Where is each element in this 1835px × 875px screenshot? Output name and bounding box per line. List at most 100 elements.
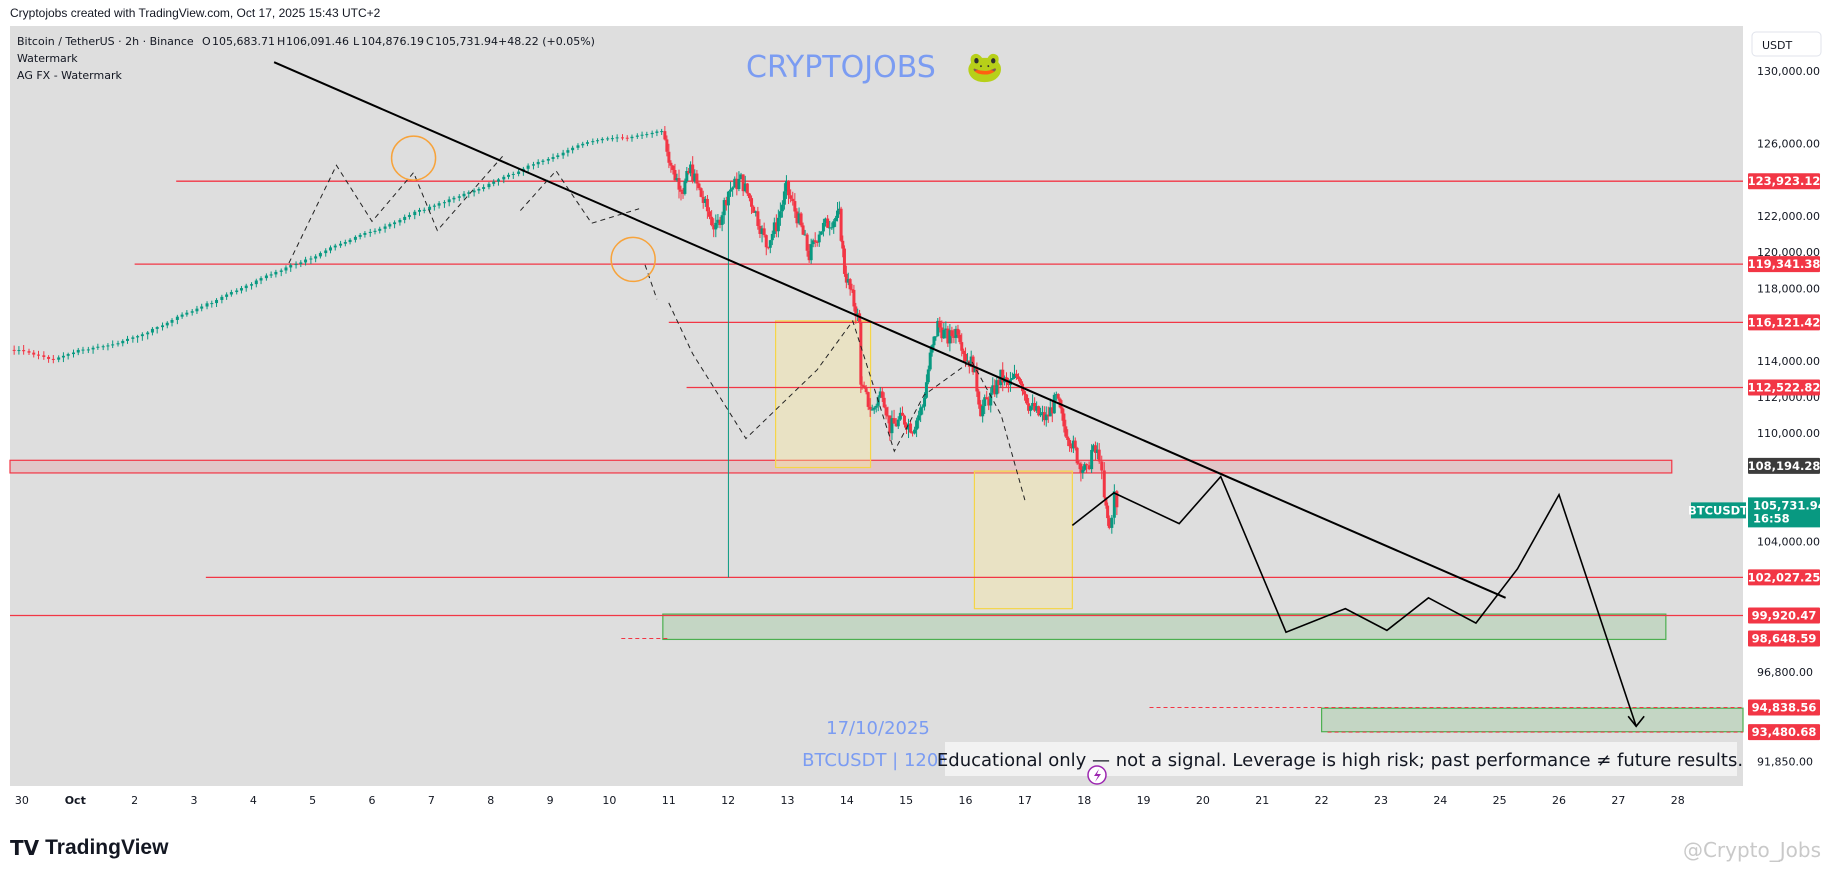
candle (363, 232, 367, 235)
watermark-date: 17/10/2025 (826, 718, 930, 739)
candle (289, 265, 293, 268)
legend-indicator-watermark: Watermark (17, 52, 78, 65)
candle (1079, 463, 1083, 473)
candle (116, 343, 120, 345)
candle (185, 312, 189, 315)
time-tick-label: 12 (721, 794, 735, 807)
candle (985, 397, 989, 400)
candle (91, 347, 95, 350)
time-tick-label: 16 (959, 794, 973, 807)
candle (766, 247, 770, 249)
candle (1054, 394, 1058, 396)
candle (983, 397, 987, 407)
candle (882, 397, 886, 408)
price-tick-label: 110,000.00 (1757, 427, 1820, 440)
price-axis[interactable]: 130,000.00 126,000.00 122,000.00 120,000.00… (1757, 65, 1820, 768)
candle (703, 198, 707, 203)
candle (1005, 377, 1009, 381)
candle (791, 198, 795, 202)
candle (610, 138, 614, 140)
candle (710, 216, 714, 226)
candle (32, 352, 36, 355)
candle (864, 388, 868, 393)
price-level-value: 119,341.38 (1748, 257, 1821, 271)
candle (437, 203, 441, 206)
candle (708, 211, 712, 217)
tradingview-brand[interactable]: TV TradingView (10, 836, 168, 860)
time-tick-label: 26 (1552, 794, 1566, 807)
candle (902, 415, 906, 425)
candle (862, 385, 866, 389)
time-tick-label: 22 (1315, 794, 1329, 807)
price-level-value: 94,838.56 (1752, 700, 1817, 714)
candle (917, 415, 921, 421)
candle (928, 352, 932, 370)
candle (551, 157, 555, 159)
candle (1083, 464, 1087, 470)
time-tick-label: 8 (487, 794, 494, 807)
candle (801, 225, 805, 235)
candle (747, 193, 751, 199)
candle (764, 235, 768, 248)
candle (432, 205, 436, 207)
candle (442, 202, 446, 204)
dashed-path (668, 302, 1026, 501)
candle (645, 134, 649, 136)
candle (675, 178, 679, 181)
candle (66, 354, 70, 356)
candle (892, 418, 896, 424)
red-band-zone (9, 459, 1673, 474)
price-level-value: 108,194.28 (1748, 459, 1821, 473)
candle (872, 407, 876, 410)
candle (797, 213, 801, 224)
price-tick-label: 126,000.00 (1757, 138, 1820, 151)
candle (671, 165, 675, 171)
candle (1092, 445, 1096, 450)
price-tick-label: 114,000.00 (1757, 355, 1820, 368)
price-level-badge (1748, 379, 1820, 396)
candle (714, 222, 718, 230)
candle (787, 180, 791, 196)
candle (269, 274, 273, 276)
candle (650, 132, 654, 135)
price-level-value: 112,522.82 (1748, 380, 1821, 394)
candle (205, 303, 209, 307)
candle (868, 406, 872, 410)
candle (896, 419, 900, 427)
candle (210, 303, 214, 305)
candle (1100, 461, 1104, 471)
price-level-badge (1748, 314, 1820, 331)
candle (244, 285, 248, 289)
candle (866, 392, 870, 407)
candle (1106, 505, 1110, 519)
chart-attribution-header: Cryptojobs created with TradingView.com,… (10, 6, 381, 20)
candle (462, 193, 466, 197)
candle (1107, 518, 1111, 528)
time-tick-label: 28 (1671, 794, 1685, 807)
currency-button-frame[interactable] (1751, 31, 1822, 57)
legend-symbol: Bitcoin / TetherUS · 2h · Binance (17, 35, 194, 48)
candle (756, 211, 760, 226)
candle (225, 294, 229, 297)
time-axis[interactable]: 30 Oct 2 3 4 5 6 7 8 9 10 11 12 13 14 15 16 17 18 19 20 21 22 2… (15, 794, 1685, 807)
price-level-value: 102,027.25 (1748, 570, 1821, 584)
candle (264, 275, 268, 279)
candle (96, 346, 100, 348)
candle (596, 140, 600, 142)
time-tick-label: 27 (1611, 794, 1625, 807)
disclaimer-background (945, 742, 1737, 776)
legend-change: +48.22 (+0.05%) (498, 35, 595, 48)
currency-button[interactable]: USDT (1751, 31, 1822, 57)
candle (780, 204, 784, 212)
candle (1062, 413, 1066, 427)
dashed-path (520, 169, 640, 224)
candle (571, 147, 575, 151)
candle (328, 247, 332, 251)
candle (1050, 407, 1054, 414)
candle (932, 336, 936, 346)
candle (695, 173, 699, 184)
candle (215, 299, 219, 304)
candle (165, 322, 169, 326)
candle (811, 240, 815, 245)
